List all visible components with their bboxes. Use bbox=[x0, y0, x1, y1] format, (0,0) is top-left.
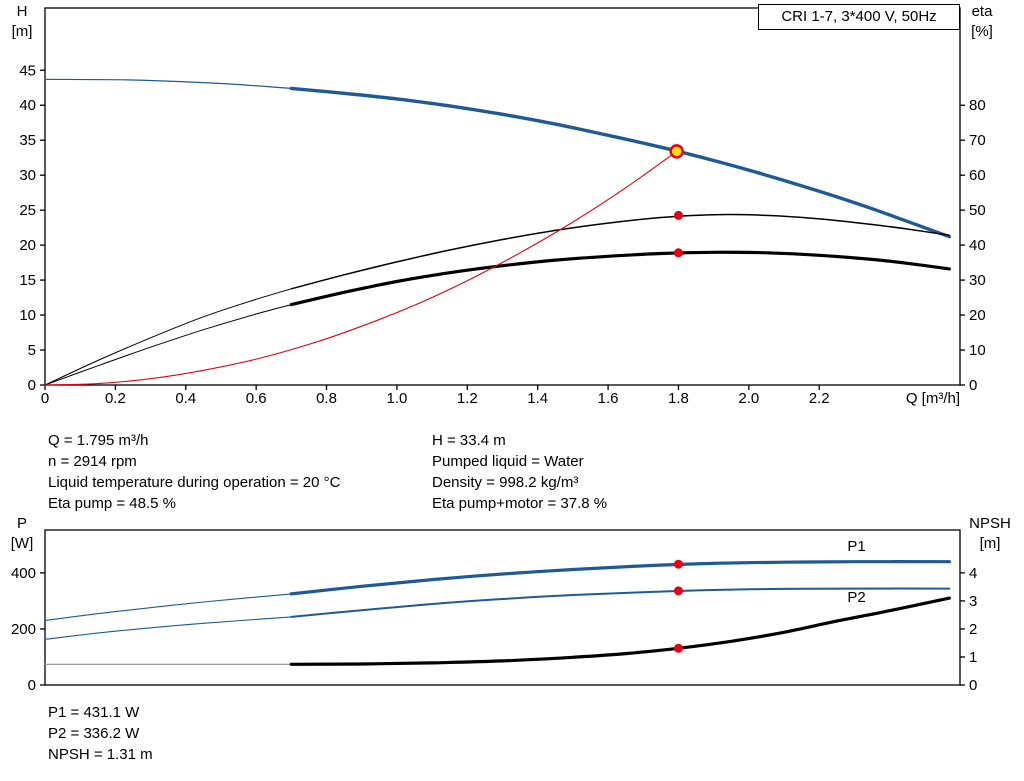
y-right-tick-label: 40 bbox=[969, 237, 986, 254]
y-left-tick-label: 10 bbox=[19, 307, 36, 324]
y-right-tick-label: 30 bbox=[969, 272, 986, 289]
x-tick-label: 2.0 bbox=[738, 390, 759, 407]
x-tick-label: 1.0 bbox=[386, 390, 407, 407]
y-left-tick-label: 0 bbox=[28, 677, 36, 694]
y-right-tick-label: 2 bbox=[969, 621, 977, 638]
operating-point-marker bbox=[669, 144, 684, 159]
axis-label-line: [W] bbox=[10, 535, 34, 552]
info-line: H = 33.4 m bbox=[432, 432, 506, 449]
y-right-tick-label: 80 bbox=[969, 97, 986, 114]
eta-pump-curve bbox=[44, 288, 292, 386]
eta-axis-label: eta [%] bbox=[960, 2, 1004, 42]
series-label: P1 bbox=[847, 538, 865, 555]
y-right-tick-label: 1 bbox=[969, 649, 977, 666]
axis-label-line: [m] bbox=[11, 23, 33, 40]
axis-label-line: H bbox=[16, 3, 28, 20]
x-tick-label: 0.4 bbox=[175, 390, 196, 407]
y-right-tick-label: 50 bbox=[969, 202, 986, 219]
y-right-tick-label: 0 bbox=[969, 677, 977, 694]
x-tick-label: 1.2 bbox=[457, 390, 478, 407]
y-left-tick-label: 400 bbox=[11, 565, 36, 582]
duty-point-dot bbox=[673, 210, 683, 220]
axis-label-line: [m] bbox=[979, 535, 1001, 552]
x-tick-label: 1.4 bbox=[527, 390, 548, 407]
pump-type-title: CRI 1-7, 3*400 V, 50Hz bbox=[758, 4, 960, 30]
head-curve bbox=[289, 86, 952, 239]
info-line: n = 2914 rpm bbox=[48, 453, 137, 470]
x-tick-label: 1.8 bbox=[668, 390, 689, 407]
p1-curve bbox=[44, 593, 292, 622]
y-left-tick-label: 0 bbox=[28, 377, 36, 394]
duty-info-left-column: Q = 1.795 m³/h n = 2914 rpm Liquid tempe… bbox=[48, 430, 432, 514]
y-left-tick-label: 25 bbox=[19, 202, 36, 219]
x-tick-label: 1.6 bbox=[598, 390, 619, 407]
hq-eta-chart: 0 5 10 15 20 25 30 35 40 45 0 10 20 30 40 50 60 70 80 0 0.2 0… bbox=[19, 7, 986, 407]
duty-point-dot bbox=[673, 586, 683, 596]
y-left-tick-label: 15 bbox=[19, 272, 36, 289]
info-line: NPSH = 1.31 m bbox=[48, 746, 153, 763]
eta-pump-motor-curve bbox=[289, 250, 951, 307]
x-tick-label: 0 bbox=[41, 390, 49, 407]
axis-label-line: NPSH bbox=[969, 515, 1011, 532]
npsh-curve bbox=[289, 596, 951, 666]
info-line: Pumped liquid = Water bbox=[432, 453, 584, 470]
series-label: P2 bbox=[847, 589, 865, 606]
y-right-tick-label: 3 bbox=[969, 593, 977, 610]
y-right-tick-label: 20 bbox=[969, 307, 986, 324]
p2-curve bbox=[44, 616, 292, 640]
head-curve bbox=[44, 78, 292, 89]
eta-pump-curve bbox=[290, 213, 951, 290]
y-right-tick-label: 4 bbox=[969, 565, 977, 582]
info-line: Q = 1.795 m³/h bbox=[48, 432, 149, 449]
y-right-tick-label: 0 bbox=[969, 377, 977, 394]
y-right-tick-label: 70 bbox=[969, 132, 986, 149]
duty-point-dot bbox=[673, 248, 683, 258]
info-line: Eta pump+motor = 37.8 % bbox=[432, 495, 608, 512]
y-left-tick-label: 200 bbox=[11, 621, 36, 638]
axis-label-line: P bbox=[16, 515, 27, 532]
y-left-tick-label: 35 bbox=[19, 132, 36, 149]
y-left-tick-label: 20 bbox=[19, 237, 36, 254]
x-tick-label: 2.2 bbox=[809, 390, 830, 407]
axis-label-line: eta bbox=[971, 3, 993, 20]
info-line: P2 = 336.2 W bbox=[48, 725, 140, 742]
info-line: Density = 998.2 kg/m³ bbox=[432, 474, 579, 491]
power-info-block: P1 = 431.1 W P2 = 336.2 W NPSH = 1.31 m bbox=[48, 702, 153, 765]
info-line: P1 = 431.1 W bbox=[48, 704, 140, 721]
plot-frame bbox=[44, 7, 961, 386]
power-npsh-chart: 0 200 400 0 1 2 3 4 P1 P2 bbox=[11, 529, 977, 694]
y-right-tick-label: 10 bbox=[969, 342, 986, 359]
y-left-tick-label: 45 bbox=[19, 62, 36, 79]
duty-info-right-column: H = 33.4 m Pumped liquid = Water Density… bbox=[432, 430, 607, 514]
x-tick-label: 0.6 bbox=[246, 390, 267, 407]
eta-pump-motor-curve bbox=[44, 304, 292, 386]
duty-parabola bbox=[44, 150, 678, 386]
x-axis-title: Q [m³/h] bbox=[906, 390, 960, 407]
p1-curve bbox=[289, 560, 951, 596]
y-left-tick-label: 40 bbox=[19, 97, 36, 114]
x-tick-label: 0.2 bbox=[105, 390, 126, 407]
duty-point-dot bbox=[673, 643, 683, 653]
h-axis-label: H [m] bbox=[4, 2, 40, 42]
y-left-tick-label: 5 bbox=[28, 342, 36, 359]
y-right-tick-label: 60 bbox=[969, 167, 986, 184]
duty-info-block: Q = 1.795 m³/h n = 2914 rpm Liquid tempe… bbox=[48, 430, 607, 514]
x-tick-label: 0.8 bbox=[316, 390, 337, 407]
y-left-tick-label: 30 bbox=[19, 167, 36, 184]
info-line: Liquid temperature during operation = 20… bbox=[48, 474, 341, 491]
duty-point-dot bbox=[673, 559, 683, 569]
p-axis-label: P [W] bbox=[4, 514, 40, 554]
axis-label-line: [%] bbox=[971, 23, 993, 40]
p2-curve bbox=[290, 587, 951, 618]
info-line: Eta pump = 48.5 % bbox=[48, 495, 176, 512]
plot-frame bbox=[44, 529, 961, 686]
npsh-axis-label: NPSH [m] bbox=[956, 514, 1024, 554]
